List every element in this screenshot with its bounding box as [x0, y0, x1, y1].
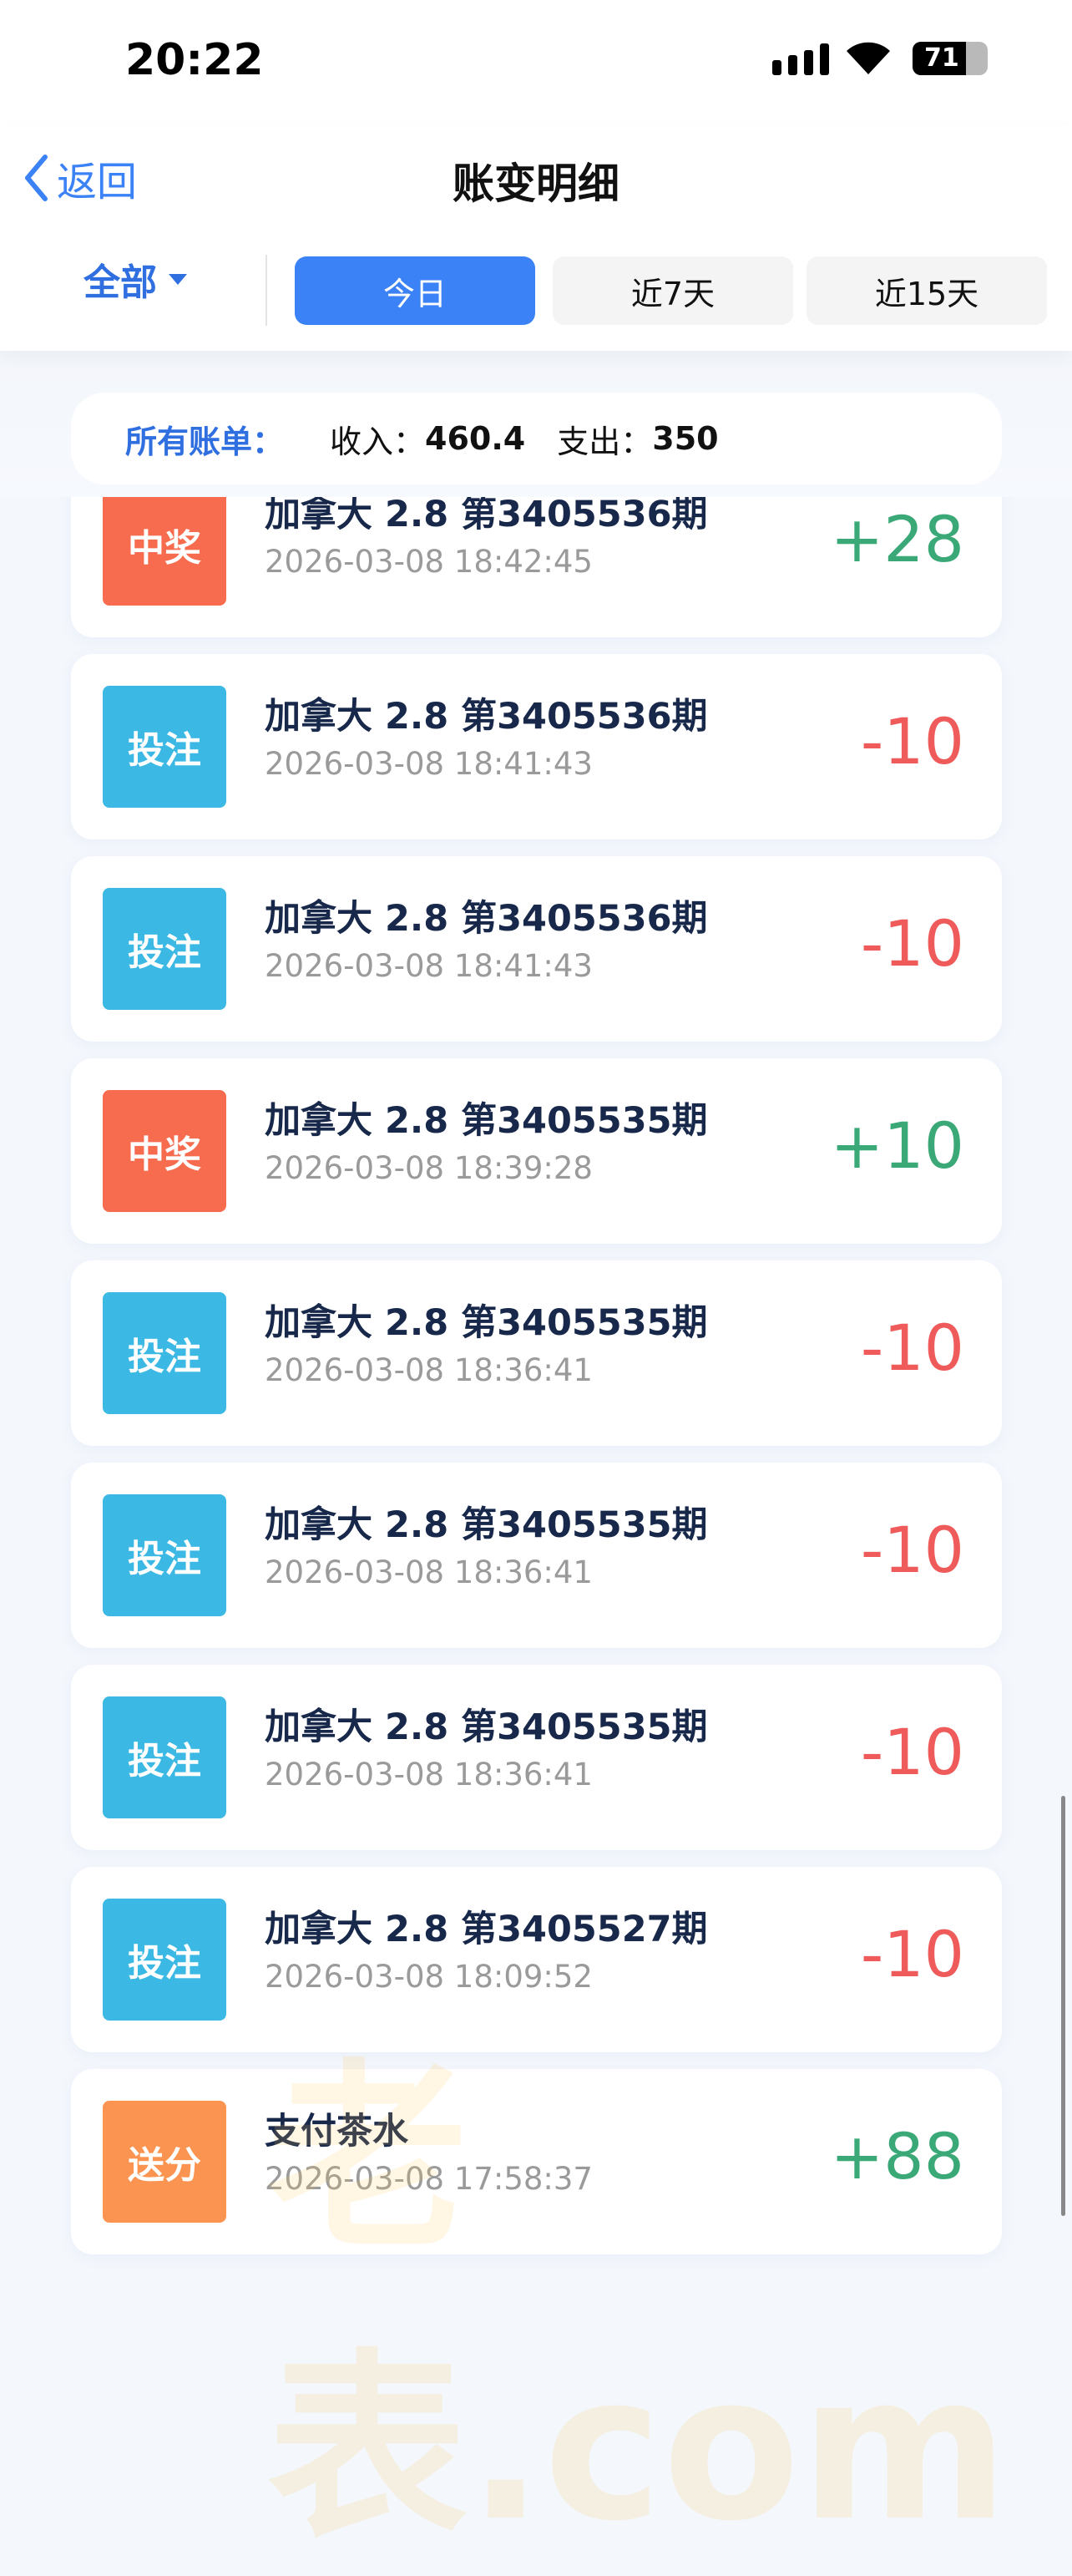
item-title: 加拿大 2.8 第3405535期 — [265, 1706, 708, 1748]
type-badge: 投注 — [103, 888, 226, 1010]
back-label: 返回 — [57, 159, 138, 205]
tab-15-days[interactable]: 近15天 — [807, 256, 1047, 325]
tab-7-days[interactable]: 近7天 — [553, 256, 793, 325]
item-title: 加拿大 2.8 第3405536期 — [265, 494, 708, 535]
type-badge: 投注 — [103, 1292, 226, 1414]
item-time: 2026-03-08 18:36:41 — [265, 1757, 593, 1793]
expense-value: 350 — [652, 420, 719, 457]
tab-today[interactable]: 今日 — [295, 256, 535, 325]
item-title: 加拿大 2.8 第3405535期 — [265, 1504, 708, 1546]
item-amount: -10 — [860, 704, 964, 778]
item-amount: -10 — [860, 1715, 964, 1789]
summary-label: 所有账单： — [125, 423, 285, 460]
type-badge: 送分 — [103, 2101, 226, 2223]
item-amount: +28 — [830, 502, 964, 576]
item-time: 2026-03-08 18:09:52 — [265, 1959, 593, 1995]
income-label: 收入： — [330, 423, 426, 460]
item-amount: -10 — [860, 1311, 964, 1385]
caret-down-icon — [169, 273, 187, 285]
header: 返回 账变明细 全部 今日 近7天 近15天 — [0, 125, 1072, 351]
status-bar: 20:22 71 — [0, 0, 1072, 125]
item-amount: +10 — [830, 1108, 964, 1183]
item-time: 2026-03-08 18:41:43 — [265, 746, 593, 782]
chevron-left-icon — [25, 155, 48, 201]
item-amount: +88 — [830, 2119, 964, 2193]
list-item[interactable]: 投注 加拿大 2.8 第3405536期 2026-03-08 18:41:43… — [71, 654, 1002, 839]
list-item[interactable]: 投注 加拿大 2.8 第3405535期 2026-03-08 18:36:41… — [71, 1463, 1002, 1648]
list-item[interactable]: 送分 支付茶水 2026-03-08 17:58:37 +88 — [71, 2069, 1002, 2254]
list-item[interactable]: 投注 加拿大 2.8 第3405535期 2026-03-08 18:36:41… — [71, 1665, 1002, 1850]
list-item[interactable]: 投注 加拿大 2.8 第3405536期 2026-03-08 18:41:43… — [71, 856, 1002, 1042]
item-time: 2026-03-08 18:42:45 — [265, 544, 593, 580]
wifi-icon — [843, 38, 893, 86]
signal-icon — [772, 43, 829, 75]
expense-label: 支出： — [557, 423, 653, 460]
page-title: 账变明细 — [453, 160, 619, 208]
divider — [265, 255, 267, 326]
item-time: 2026-03-08 17:58:37 — [265, 2161, 593, 2197]
item-time: 2026-03-08 18:39:28 — [265, 1150, 593, 1186]
item-title: 加拿大 2.8 第3405536期 — [265, 696, 708, 738]
summary-area: 所有账单： 收入： 460.4 支出： 350 — [0, 351, 1072, 497]
type-badge: 投注 — [103, 1494, 226, 1616]
type-badge: 投注 — [103, 686, 226, 808]
list-item[interactable]: 中奖 加拿大 2.8 第3405535期 2026-03-08 18:39:28… — [71, 1058, 1002, 1244]
item-time: 2026-03-08 18:41:43 — [265, 948, 593, 984]
item-time: 2026-03-08 18:36:41 — [265, 1352, 593, 1388]
type-badge: 投注 — [103, 1696, 226, 1818]
item-amount: -10 — [860, 906, 964, 981]
item-title: 加拿大 2.8 第3405536期 — [265, 898, 708, 940]
type-badge: 投注 — [103, 1899, 226, 2021]
type-badge: 中奖 — [103, 484, 226, 606]
item-title: 加拿大 2.8 第3405527期 — [265, 1909, 708, 1950]
item-title: 加拿大 2.8 第3405535期 — [265, 1302, 708, 1344]
status-time: 20:22 — [125, 35, 264, 85]
item-amount: -10 — [860, 1917, 964, 1991]
item-title: 支付茶水 — [265, 2111, 408, 2153]
battery-level: 71 — [924, 43, 959, 73]
scrollbar[interactable] — [1061, 1796, 1065, 2216]
summary-card: 所有账单： 收入： 460.4 支出： 350 — [71, 393, 1002, 484]
income-value: 460.4 — [425, 420, 526, 457]
item-time: 2026-03-08 18:36:41 — [265, 1554, 593, 1590]
back-button[interactable]: 返回 — [23, 149, 137, 207]
item-title: 加拿大 2.8 第3405535期 — [265, 1100, 708, 1142]
type-filter-label: 全部 — [83, 261, 157, 304]
list-item[interactable]: 投注 加拿大 2.8 第3405527期 2026-03-08 18:09:52… — [71, 1867, 1002, 2052]
type-badge: 中奖 — [103, 1090, 226, 1212]
list-item[interactable]: 投注 加拿大 2.8 第3405535期 2026-03-08 18:36:41… — [71, 1260, 1002, 1446]
item-amount: -10 — [860, 1513, 964, 1587]
type-filter-dropdown[interactable]: 全部 — [83, 252, 187, 306]
battery-icon: 71 — [913, 42, 988, 75]
